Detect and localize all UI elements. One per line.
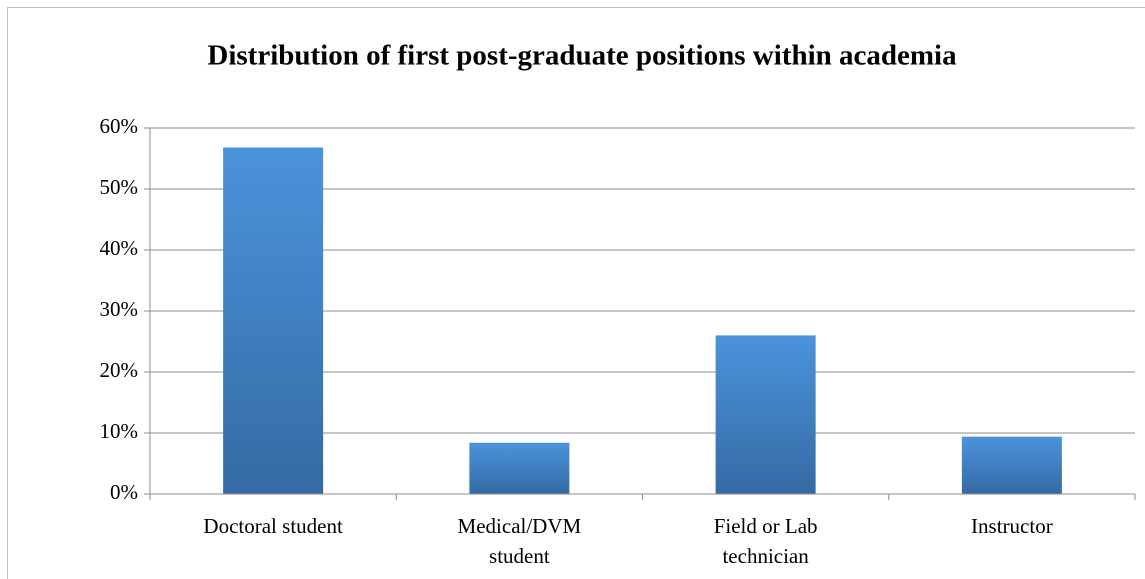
y-tick-label: 40%: [100, 236, 139, 260]
x-tick-label: Medical/DVM student: [458, 514, 582, 568]
y-tick-label: 20%: [100, 358, 139, 382]
y-tick-label: 0%: [110, 480, 138, 504]
x-tick-label: Doctoral student: [203, 514, 343, 538]
y-tick-label: 60%: [100, 114, 139, 138]
y-tick-label: 50%: [100, 175, 139, 199]
bar: [715, 335, 816, 494]
chart-title: Distribution of first post-graduate posi…: [207, 40, 957, 72]
x-tick-label: Field or Lab technician: [714, 514, 818, 568]
y-tick-label: 10%: [100, 419, 139, 443]
x-tick-label: Instructor: [971, 514, 1053, 538]
y-tick-label: 30%: [100, 297, 139, 321]
bar: [223, 147, 324, 494]
bar: [961, 436, 1062, 494]
chart-border: [7, 7, 1145, 579]
bar: [469, 442, 570, 494]
